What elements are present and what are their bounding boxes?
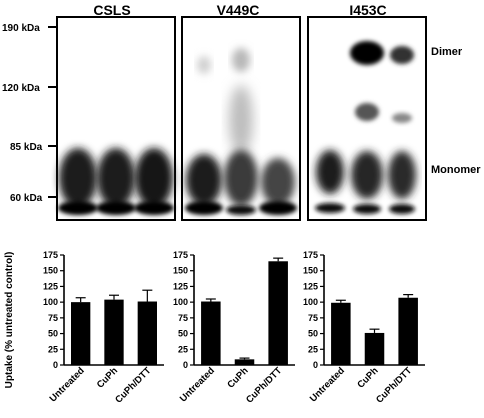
y-tick-label: 75 xyxy=(178,313,188,323)
y-tick-label: 50 xyxy=(48,329,58,339)
y-tick-label: 25 xyxy=(308,344,318,354)
bar-cuph-dtt xyxy=(398,297,418,365)
bar-cuph xyxy=(364,332,385,365)
intermediate-band xyxy=(355,103,379,121)
monomer-label: Monomer xyxy=(431,164,481,176)
bar-untreated xyxy=(331,302,351,365)
y-tick-label: 100 xyxy=(43,297,58,307)
marker-label-190: 190 kDa xyxy=(2,23,40,34)
smear xyxy=(229,85,253,155)
monomer-smear xyxy=(186,154,222,206)
x-tick-label: CuPh xyxy=(355,365,380,390)
y-tick-label: 100 xyxy=(173,297,188,307)
marker-label-85: 85 kDa xyxy=(10,142,43,153)
blot-panel-i453c xyxy=(307,16,427,221)
monomer-smear xyxy=(97,148,135,208)
bar-untreated xyxy=(71,302,91,365)
bar-cuph xyxy=(234,359,255,365)
y-tick-label: 175 xyxy=(43,250,58,260)
monomer-smear xyxy=(59,148,97,208)
y-tick-label: 0 xyxy=(313,360,318,370)
dimer-band-faint xyxy=(232,48,250,72)
monomer-band xyxy=(96,201,136,215)
y-tick-label: 0 xyxy=(183,360,188,370)
monomer-band xyxy=(353,204,381,214)
monomer-smear xyxy=(316,150,344,194)
x-tick-label: Untreated xyxy=(48,365,87,404)
x-tick-label: Untreated xyxy=(178,365,217,404)
monomer-smear xyxy=(135,148,173,208)
blot-panel-csls xyxy=(56,16,176,221)
marker-label-60: 60 kDa xyxy=(10,193,43,204)
y-tick-label: 125 xyxy=(43,281,58,291)
y-tick-label: 75 xyxy=(308,313,318,323)
x-tick-label: CuPh xyxy=(225,365,250,390)
dimer-band-faint xyxy=(197,56,211,74)
marker-label-120: 120 kDa xyxy=(2,83,40,94)
y-tick-label: 25 xyxy=(48,344,58,354)
y-tick-label: 175 xyxy=(303,250,318,260)
blot-panel-v449c xyxy=(181,16,301,221)
bar-cuph-dtt xyxy=(137,301,157,365)
bar-cuph-dtt xyxy=(268,261,288,365)
monomer-smear xyxy=(351,151,383,199)
y-tick-label: 150 xyxy=(43,266,58,276)
bar-cuph xyxy=(104,299,124,365)
western-blot: CSLS V449C I453C 190 kDa 120 kDa 85 kDa … xyxy=(2,2,481,221)
y-tick-label: 150 xyxy=(303,266,318,276)
x-tick-label: CuPh/DTT xyxy=(244,365,284,405)
panel-header-csls: CSLS xyxy=(93,2,130,18)
monomer-band xyxy=(226,205,256,215)
x-tick-label: CuPh/DTT xyxy=(374,365,414,405)
monomer-band xyxy=(134,201,174,215)
y-tick-label: 50 xyxy=(308,329,318,339)
monomer-band xyxy=(259,201,297,215)
monomer-smear xyxy=(261,158,295,206)
dimer-label: Dimer xyxy=(431,46,463,58)
monomer-band xyxy=(185,201,223,215)
y-tick-label: 175 xyxy=(173,250,188,260)
x-tick-label: CuPh xyxy=(95,365,120,390)
x-tick-label: Untreated xyxy=(308,365,347,404)
y-tick-label: 75 xyxy=(48,313,58,323)
monomer-band xyxy=(58,201,98,215)
bar-untreated xyxy=(201,301,221,365)
dimer-band xyxy=(350,41,384,65)
y-tick-label: 125 xyxy=(303,281,318,291)
y-tick-label: 25 xyxy=(178,344,188,354)
y-tick-label: 125 xyxy=(173,281,188,291)
dimer-band xyxy=(390,46,414,64)
y-axis-label: Uptake (% untreated control) xyxy=(4,252,15,389)
panel-header-v449c: V449C xyxy=(217,2,260,18)
y-tick-label: 150 xyxy=(173,266,188,276)
panel-header-i453c: I453C xyxy=(349,2,386,18)
y-tick-label: 50 xyxy=(178,329,188,339)
monomer-smear xyxy=(224,150,258,206)
monomer-smear xyxy=(388,151,416,199)
y-tick-label: 0 xyxy=(53,360,58,370)
y-tick-label: 100 xyxy=(303,297,318,307)
monomer-band xyxy=(389,204,415,214)
monomer-band xyxy=(315,203,345,213)
x-tick-label: CuPh/DTT xyxy=(113,365,153,405)
intermediate-band xyxy=(392,113,412,123)
